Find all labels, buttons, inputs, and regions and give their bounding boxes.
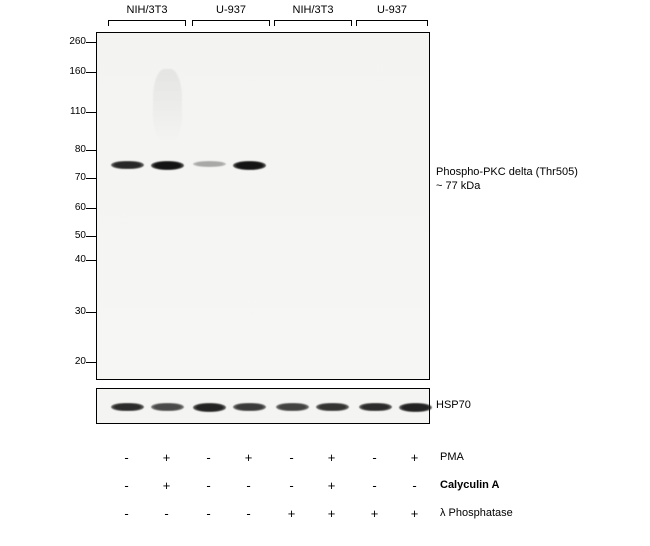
mw-marker-label: 70 [60,172,86,183]
treatment-cell: + [158,450,176,465]
treatment-cell: - [200,506,218,521]
loading-band [151,403,184,411]
mw-marker-label: 80 [60,144,86,155]
sample-group-bracket [274,20,352,26]
mw-marker-label: 260 [60,36,86,47]
blot-band [193,161,226,167]
western-blot-figure: NIH/3T3 U-937 NIH/3T3 U-937 260 160 110 80 70 60… [0,0,650,546]
treatment-cell: - [118,450,136,465]
treatment-cell: - [118,478,136,493]
treatment-label: λ Phosphatase [440,507,513,519]
treatment-cell: + [323,450,341,465]
target-label-line1: Phospho-PKC delta (Thr505) [436,166,578,178]
loading-band [193,403,226,412]
treatment-cell: - [200,478,218,493]
target-label: Phospho-PKC delta (Thr505) ~ 77 kDa [436,166,578,194]
treatment-cell: - [158,506,176,521]
smear [153,69,182,143]
mw-marker-tick [86,112,96,113]
treatment-cell: + [240,450,258,465]
treatment-cell: + [406,450,424,465]
treatment-cell: + [406,506,424,521]
blot-band [111,161,144,169]
mw-marker-tick [86,362,96,363]
mw-marker-label: 110 [60,106,86,117]
loading-band [233,403,266,411]
sample-group-bracket [192,20,270,26]
mw-marker-label: 160 [60,66,86,77]
treatment-cell: - [240,506,258,521]
treatment-cell: + [366,506,384,521]
treatment-cell: - [283,478,301,493]
sample-group-label: U-937 [201,4,261,16]
loading-band [316,403,349,411]
mw-marker-tick [86,260,96,261]
mw-marker-label: 20 [60,356,86,367]
sample-group-label: NIH/3T3 [117,4,177,16]
treatment-cell: + [323,478,341,493]
main-blot-panel [96,32,430,380]
blot-band [233,161,266,170]
loading-band [359,403,392,411]
mw-marker-tick [86,312,96,313]
mw-marker-tick [86,150,96,151]
treatment-cell: - [406,478,424,493]
sample-group-bracket [108,20,186,26]
treatment-cell: - [118,506,136,521]
treatment-label: Calyculin A [440,479,500,491]
treatment-cell: + [323,506,341,521]
mw-marker-tick [86,236,96,237]
loading-control-panel [96,388,430,424]
treatment-label: PMA [440,451,464,463]
target-label-line2: ~ 77 kDa [436,180,480,192]
treatment-cell: - [366,478,384,493]
loading-label: HSP70 [436,399,471,413]
mw-marker-tick [86,42,96,43]
mw-marker-label: 50 [60,230,86,241]
treatment-cell: - [200,450,218,465]
sample-group-label: NIH/3T3 [283,4,343,16]
loading-band [111,403,144,411]
treatment-cell: - [366,450,384,465]
mw-marker-tick [86,208,96,209]
mw-marker-label: 40 [60,254,86,265]
loading-band [276,403,309,411]
mw-marker-tick [86,72,96,73]
treatment-cell: - [240,478,258,493]
mw-marker-tick [86,178,96,179]
sample-group-label: U-937 [362,4,422,16]
sample-group-bracket [356,20,428,26]
blot-band [151,161,184,170]
mw-marker-label: 30 [60,306,86,317]
treatment-cell: + [158,478,176,493]
mw-marker-label: 60 [60,202,86,213]
treatment-cell: - [283,450,301,465]
treatment-cell: + [283,506,301,521]
loading-band [399,403,432,412]
